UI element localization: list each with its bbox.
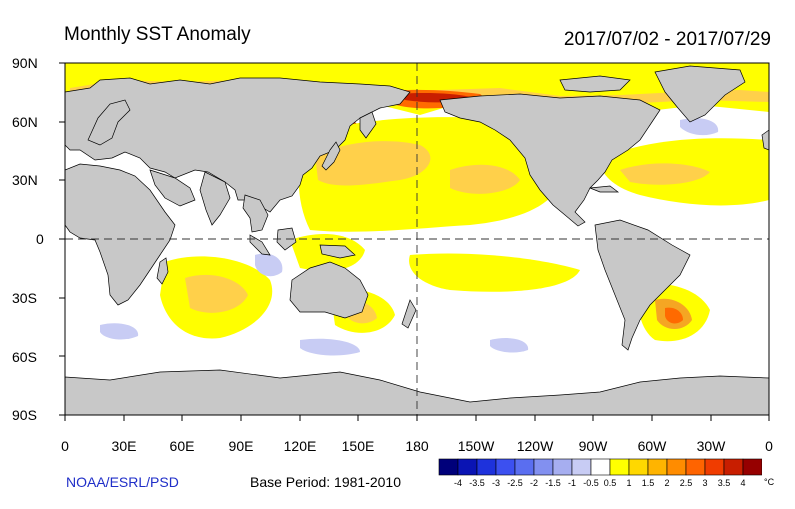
land-sumatra	[249, 234, 271, 256]
colorbar-label: 4	[740, 478, 746, 488]
colorbar-cell	[590, 458, 611, 476]
lon-label-150e: 150E	[341, 438, 375, 454]
anomaly-north-atlantic-warm	[620, 163, 710, 185]
land-kamchatka	[359, 111, 377, 139]
lat-ticks	[59, 62, 65, 416]
map-title: Monthly SST Anomaly	[64, 24, 251, 45]
colorbar-label: -3.5	[469, 478, 485, 488]
lon-label-30e: 30E	[111, 438, 137, 454]
colorbar	[438, 458, 762, 476]
land-scandinavia	[87, 99, 131, 146]
colorbar-cell	[685, 458, 706, 476]
lat-label-equator: 0	[36, 231, 44, 247]
land-arctic-islands	[559, 75, 631, 93]
lon-label-60w: 60W	[637, 438, 667, 454]
lat-label-90n: 90N	[12, 55, 38, 71]
colorbar-cell	[476, 458, 497, 476]
anomaly-cool-east-pacific	[490, 338, 529, 353]
colorbar-cell	[495, 458, 516, 476]
colorbar-label: 1	[626, 478, 632, 488]
lon-ticks	[64, 415, 770, 421]
lat-label-30s: 30S	[12, 290, 37, 306]
anomaly-cool-south-1	[100, 323, 139, 340]
colorbar-cell	[742, 458, 762, 476]
land-indochina	[242, 194, 269, 233]
colorbar-unit: °C	[764, 477, 775, 487]
land-new-guinea	[319, 244, 356, 259]
lat-label-90s: 90S	[12, 407, 37, 423]
anomaly-north-pacific-warm	[315, 141, 431, 186]
anomaly-south-atlantic-hot	[665, 307, 683, 324]
land-madagascar	[156, 257, 169, 285]
colorbar-cell	[533, 458, 554, 476]
colorbar-label: -1.5	[545, 478, 561, 488]
colorbar-cell	[571, 458, 592, 476]
colorbar-label: -1	[567, 478, 577, 488]
colorbar-cell	[514, 458, 535, 476]
colorbar-label: -2.5	[507, 478, 523, 488]
lon-label-120w: 120W	[516, 438, 554, 454]
anomaly-cool-south-2	[300, 338, 360, 356]
colorbar-label: 3	[702, 478, 708, 488]
colorbar-label: 0.5	[603, 478, 617, 488]
anomaly-indian-ocean-warm	[185, 274, 248, 313]
colorbar-cell	[628, 458, 649, 476]
land-british-isles	[761, 129, 769, 151]
land-south-america	[594, 219, 691, 351]
land-africa	[65, 163, 176, 306]
lat-label-60n: 60N	[12, 114, 38, 130]
date-range: 2017/07/02 - 2017/07/29	[563, 29, 771, 50]
land-layer	[65, 65, 769, 415]
colorbar-label: -2	[529, 478, 539, 488]
land-arabia	[149, 169, 196, 207]
colorbar-cell	[704, 458, 725, 476]
lon-label-90w: 90W	[578, 438, 608, 454]
colorbar-cell	[438, 458, 459, 476]
land-cuba	[589, 185, 620, 193]
land-japan	[321, 141, 341, 171]
lon-label-0-east: 0	[765, 438, 773, 454]
colorbar-label: 3.5	[717, 478, 731, 488]
anomaly-south-pacific-yellow	[409, 253, 580, 292]
lon-label-60e: 60E	[169, 438, 195, 454]
lon-label-90e: 90E	[228, 438, 254, 454]
colorbar-label: 1.5	[641, 478, 655, 488]
anomaly-central-pacific-warm	[450, 164, 520, 194]
lon-label-150w: 150W	[457, 438, 495, 454]
lat-label-30n: 30N	[12, 172, 38, 188]
base-period: Base Period: 1981-2010	[250, 474, 401, 490]
lon-label-120e: 120E	[283, 438, 317, 454]
colorbar-label: 2	[664, 478, 670, 488]
land-new-zealand	[401, 299, 417, 329]
credit-link[interactable]: NOAA/ESRL/PSD	[66, 474, 179, 490]
colorbar-label: -4	[453, 478, 463, 488]
land-north-america	[439, 93, 661, 227]
colorbar-cell	[666, 458, 687, 476]
colorbar-label: -3	[491, 478, 501, 488]
colorbar-cell	[647, 458, 668, 476]
land-eurasia	[65, 77, 411, 213]
lon-label-180: 180	[405, 438, 429, 454]
land-greenland	[654, 65, 746, 123]
anomaly-cool-indian	[255, 253, 283, 277]
colorbar-cell	[552, 458, 573, 476]
land-india	[199, 171, 231, 226]
land-australia	[289, 261, 369, 319]
colorbar-cell	[723, 458, 744, 476]
colorbar-cell	[457, 458, 478, 476]
lon-label-0: 0	[61, 438, 69, 454]
colorbar-label: -0.5	[583, 478, 599, 488]
lat-label-60s: 60S	[12, 349, 37, 365]
lon-label-30w: 30W	[696, 438, 726, 454]
anomaly-cool-north-atlantic	[680, 118, 719, 136]
colorbar-label: 2.5	[679, 478, 693, 488]
colorbar-cell	[609, 458, 630, 476]
